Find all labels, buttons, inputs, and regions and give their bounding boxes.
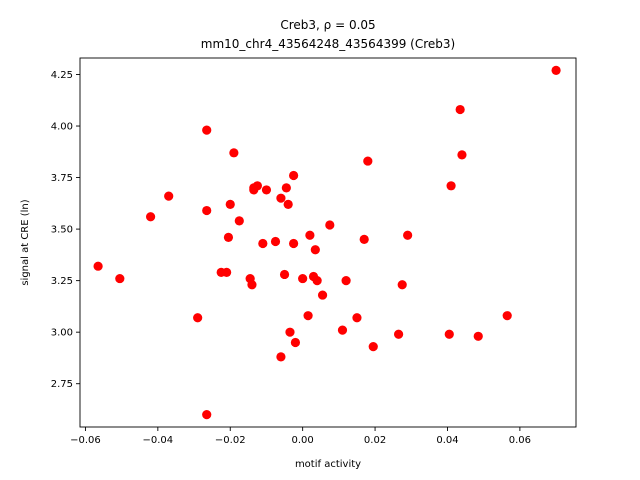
y-axis-title: signal at CRE (ln) xyxy=(20,199,31,285)
data-point-48 xyxy=(444,329,454,339)
data-point-37 xyxy=(317,290,328,300)
data-point-6 xyxy=(202,205,212,216)
data-point-18 xyxy=(252,181,262,191)
data-point-9 xyxy=(222,267,232,277)
chart-title-line1: Creb3, ρ = 0.05 xyxy=(280,18,375,32)
data-point-26 xyxy=(283,199,293,209)
data-point-41 xyxy=(352,313,362,323)
data-point-19 xyxy=(258,238,268,249)
x-tick-label: −0.02 xyxy=(215,435,246,446)
data-point-22 xyxy=(276,193,286,203)
x-tick-label: 0.06 xyxy=(509,435,531,446)
data-point-54 xyxy=(551,65,561,75)
data-point-50 xyxy=(455,104,465,115)
data-point-49 xyxy=(446,181,456,191)
data-point-40 xyxy=(341,276,351,286)
data-point-25 xyxy=(281,183,291,193)
data-point-11 xyxy=(225,199,235,209)
data-point-24 xyxy=(279,269,290,280)
data-point-51 xyxy=(457,150,467,160)
data-point-52 xyxy=(473,331,483,341)
data-point-20 xyxy=(261,185,272,195)
data-point-38 xyxy=(325,220,335,230)
data-point-30 xyxy=(290,337,301,348)
y-tick-label: 3.00 xyxy=(51,328,73,339)
x-tick-label: 0.04 xyxy=(436,435,458,446)
data-point-7 xyxy=(202,410,212,420)
data-point-36 xyxy=(312,276,322,286)
x-axis-title: motif activity xyxy=(295,459,361,470)
data-point-3 xyxy=(164,191,174,201)
data-point-42 xyxy=(359,234,369,245)
y-axis-ticks: 2.75 3.00 3.25 3.50 3.75 4.00 4.25 xyxy=(51,70,80,390)
chart-title-line2: mm10_chr4_43564248_43564399 (Creb3) xyxy=(201,37,455,51)
y-tick-label: 3.50 xyxy=(51,225,73,236)
data-point-5 xyxy=(202,125,212,135)
y-tick-label: 4.00 xyxy=(51,122,73,133)
data-point-31 xyxy=(298,273,308,284)
data-point-12 xyxy=(229,148,239,158)
data-points xyxy=(93,65,561,420)
data-point-53 xyxy=(502,311,512,321)
data-point-44 xyxy=(368,342,378,352)
data-point-43 xyxy=(363,156,373,166)
data-point-29 xyxy=(289,238,299,249)
data-point-4 xyxy=(193,313,203,323)
y-tick-label: 2.75 xyxy=(51,379,73,390)
data-point-46 xyxy=(397,280,407,290)
data-point-32 xyxy=(303,311,313,321)
data-point-47 xyxy=(403,230,413,240)
data-point-21 xyxy=(270,236,281,247)
data-point-33 xyxy=(305,230,315,240)
data-point-27 xyxy=(285,327,295,337)
data-point-0 xyxy=(93,261,103,271)
data-point-35 xyxy=(310,245,320,255)
data-point-39 xyxy=(337,325,348,335)
plot-frame xyxy=(79,57,577,428)
data-point-45 xyxy=(394,329,404,339)
data-point-15 xyxy=(247,280,257,290)
y-tick-label: 3.75 xyxy=(51,173,73,184)
data-point-2 xyxy=(146,212,156,222)
x-tick-label: −0.04 xyxy=(143,435,174,446)
y-tick-label: 3.25 xyxy=(51,276,73,287)
data-point-13 xyxy=(234,216,244,226)
data-point-1 xyxy=(115,273,125,284)
data-point-10 xyxy=(223,232,234,242)
x-tick-label: 0.02 xyxy=(364,435,386,446)
x-tick-label: −0.06 xyxy=(70,435,101,446)
y-tick-label: 4.25 xyxy=(51,70,73,81)
x-axis-ticks: −0.06 −0.04 −0.02 0.00 0.02 0.04 0.06 xyxy=(70,427,531,446)
x-tick-label: 0.00 xyxy=(292,435,314,446)
data-point-23 xyxy=(276,352,286,362)
data-point-28 xyxy=(289,170,299,181)
